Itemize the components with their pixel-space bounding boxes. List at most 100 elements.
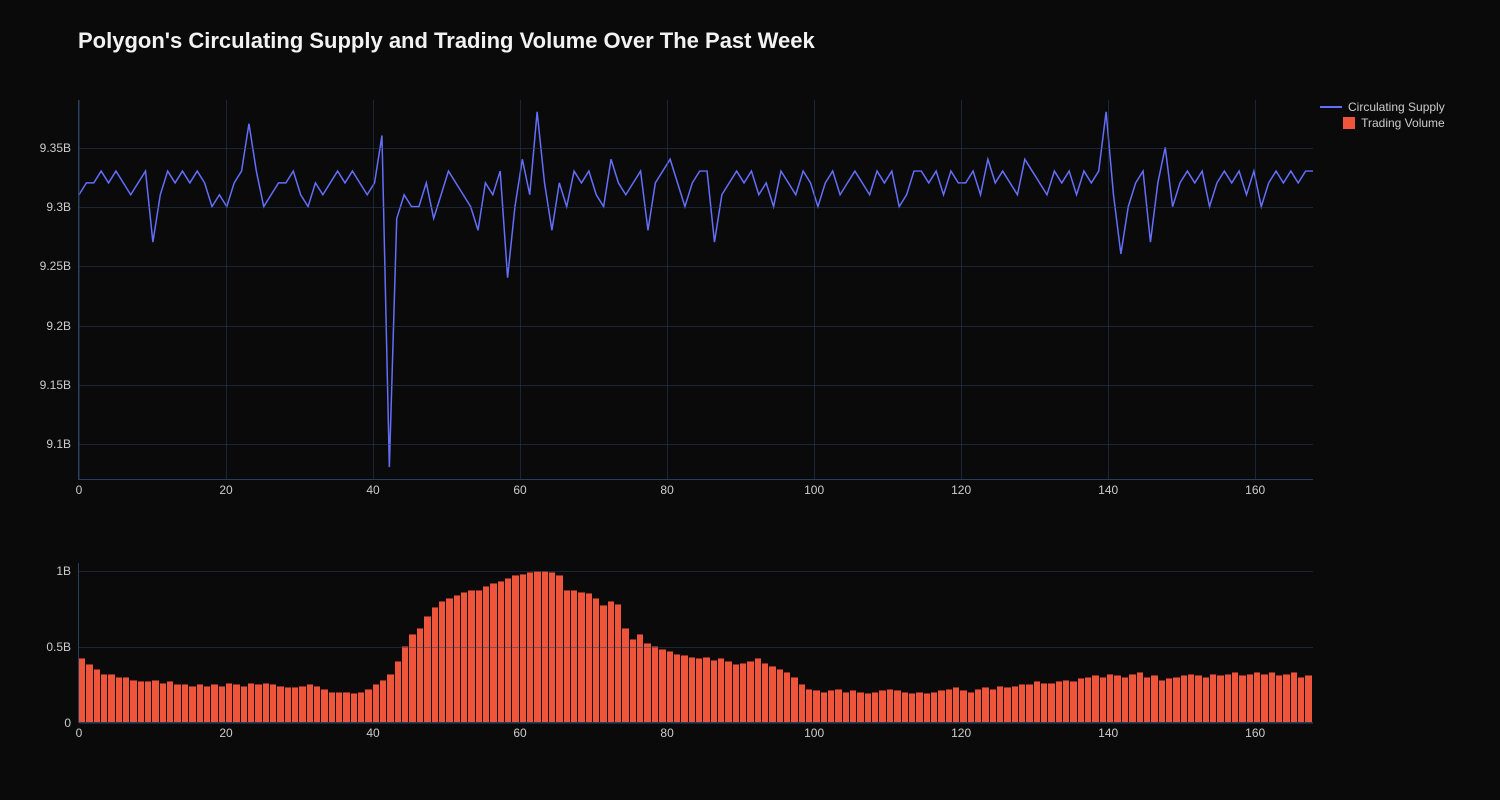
volume-bar — [931, 692, 937, 722]
volume-bar — [615, 604, 621, 722]
volume-bar — [299, 686, 305, 722]
supply-xgrid — [667, 100, 668, 479]
volume-bar — [784, 672, 790, 722]
volume-bar — [990, 689, 996, 722]
supply-xtick-label: 120 — [951, 479, 971, 497]
volume-bar — [755, 658, 761, 722]
legend-label: Circulating Supply — [1348, 100, 1445, 114]
volume-bar — [865, 693, 871, 722]
volume-bar — [505, 578, 511, 722]
volume-bar — [711, 660, 717, 722]
volume-bar — [982, 687, 988, 722]
volume-bar — [652, 646, 658, 722]
supply-xgrid — [1108, 100, 1109, 479]
volume-bar — [777, 669, 783, 722]
volume-bar — [387, 674, 393, 722]
volume-bar — [872, 692, 878, 722]
volume-xtick-label: 100 — [804, 722, 824, 740]
volume-bar — [138, 681, 144, 722]
volume-bar — [946, 689, 952, 722]
volume-bar — [630, 639, 636, 722]
volume-bar — [1203, 677, 1209, 722]
volume-bar — [432, 607, 438, 722]
supply-ygrid — [79, 207, 1313, 208]
volume-bar — [747, 661, 753, 722]
volume-bar — [204, 686, 210, 722]
volume-bar — [1026, 684, 1032, 722]
supply-xtick-label: 20 — [219, 479, 232, 497]
volume-bar — [189, 686, 195, 722]
volume-bar — [1159, 680, 1165, 722]
volume-bar — [696, 658, 702, 722]
volume-xtick-label: 0 — [76, 722, 83, 740]
volume-bar — [233, 684, 239, 722]
volume-bar — [689, 657, 695, 722]
supply-xgrid — [79, 100, 80, 479]
supply-xgrid — [520, 100, 521, 479]
volume-bar — [1239, 675, 1245, 722]
supply-xgrid — [373, 100, 374, 479]
supply-ytick-label: 9.2B — [46, 319, 79, 333]
volume-bar — [1210, 674, 1216, 722]
volume-bar — [343, 692, 349, 722]
volume-bar — [336, 692, 342, 722]
volume-bar — [821, 692, 827, 722]
volume-bar — [578, 592, 584, 722]
volume-bar — [835, 689, 841, 722]
volume-bar — [241, 686, 247, 722]
supply-ytick-label: 9.25B — [40, 259, 79, 273]
volume-bar — [116, 677, 122, 722]
volume-bar — [1305, 675, 1311, 722]
volume-bar — [292, 687, 298, 722]
volume-bar — [843, 692, 849, 722]
volume-bar — [1232, 672, 1238, 722]
volume-bar — [167, 681, 173, 722]
volume-bar — [1291, 672, 1297, 722]
supply-ytick-label: 9.1B — [46, 437, 79, 451]
volume-bar — [314, 686, 320, 722]
volume-bar — [490, 583, 496, 722]
volume-bar — [520, 574, 526, 722]
volume-bar — [1070, 681, 1076, 722]
circulating-supply-chart: 9.1B9.15B9.2B9.25B9.3B9.35B0204060801001… — [78, 100, 1313, 480]
volume-xtick-label: 40 — [366, 722, 379, 740]
volume-bar — [960, 690, 966, 722]
supply-ygrid — [79, 148, 1313, 149]
volume-bar — [424, 616, 430, 722]
volume-bar — [725, 661, 731, 722]
volume-bar — [145, 681, 151, 722]
volume-bar — [813, 690, 819, 722]
volume-bar — [439, 601, 445, 722]
volume-bar — [1004, 687, 1010, 722]
legend-item: Trading Volume — [1320, 116, 1445, 130]
volume-xtick-label: 20 — [219, 722, 232, 740]
volume-bar — [1217, 675, 1223, 722]
volume-xtick-label: 120 — [951, 722, 971, 740]
volume-bar — [1254, 672, 1260, 722]
volume-bar — [916, 692, 922, 722]
supply-xgrid — [1255, 100, 1256, 479]
supply-xtick-label: 160 — [1245, 479, 1265, 497]
volume-bar — [1137, 672, 1143, 722]
legend-swatch — [1343, 117, 1355, 129]
legend: Circulating Supply Trading Volume — [1320, 100, 1445, 132]
volume-bar — [924, 693, 930, 722]
volume-bar — [975, 689, 981, 722]
volume-bar — [1122, 677, 1128, 722]
volume-bar — [571, 590, 577, 722]
volume-bar — [1048, 683, 1054, 722]
volume-bar — [1078, 678, 1084, 722]
volume-bar — [894, 690, 900, 722]
volume-bar — [608, 601, 614, 722]
volume-xtick-label: 140 — [1098, 722, 1118, 740]
volume-bar — [806, 689, 812, 722]
volume-bar — [1019, 684, 1025, 722]
volume-bar — [351, 693, 357, 722]
supply-xtick-label: 80 — [660, 479, 673, 497]
volume-bar — [101, 674, 107, 722]
supply-xtick-label: 100 — [804, 479, 824, 497]
volume-bar — [718, 658, 724, 722]
volume-bar — [94, 669, 100, 722]
volume-bar — [902, 692, 908, 722]
volume-bar — [1195, 675, 1201, 722]
